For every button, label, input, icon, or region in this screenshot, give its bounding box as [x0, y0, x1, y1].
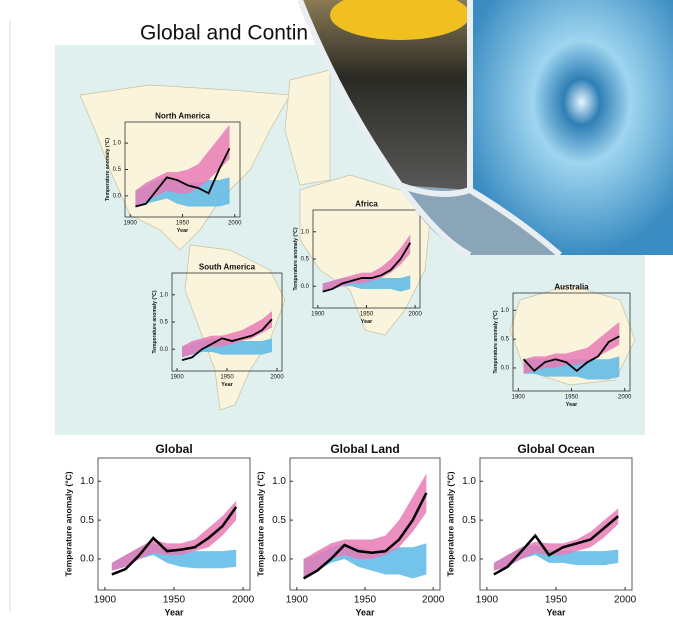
chart-title: Australia [554, 283, 589, 292]
y-tick-label: 0.5 [80, 515, 94, 526]
y-tick-label: 0.0 [272, 554, 286, 565]
x-tick-label: 2000 [408, 312, 422, 318]
x-axis-label: Year [221, 382, 233, 388]
x-tick-label: 1900 [124, 221, 138, 227]
x-tick-label: 1950 [176, 221, 190, 227]
x-tick-label: 2000 [228, 221, 242, 227]
x-tick-label: 2000 [618, 395, 632, 401]
x-tick-label: 1900 [94, 595, 117, 606]
x-tick-label: 2000 [614, 595, 637, 606]
x-tick-label: 1900 [311, 312, 325, 318]
y-tick-label: 0.0 [80, 554, 94, 565]
y-axis-label: Temperature anomaly (°C) [152, 290, 158, 353]
y-tick-label: 0.0 [113, 193, 122, 199]
x-tick-label: 1950 [545, 595, 568, 606]
x-tick-label: 2000 [422, 595, 445, 606]
y-tick-label: 1.0 [462, 476, 476, 487]
y-axis-label: Temperature anomaly (°C) [105, 138, 111, 201]
y-tick-label: 1.0 [80, 476, 94, 487]
x-axis-label: Year [361, 319, 373, 325]
x-tick-label: 1950 [360, 312, 374, 318]
figure-title: Global and Contin [140, 22, 308, 45]
y-tick-label: 1.0 [160, 292, 169, 298]
y-axis-label: Temperature anomaly (°C) [63, 471, 73, 576]
chart-title: Global Land [330, 442, 399, 456]
x-tick-label: 1900 [286, 595, 309, 606]
chart-title: Global Ocean [517, 442, 594, 456]
y-axis-label: Temperature anomaly (°C) [445, 471, 455, 576]
x-axis-label: Year [546, 607, 566, 617]
x-tick-label: 1950 [220, 375, 234, 381]
x-axis-label: Year [177, 228, 189, 234]
y-tick-label: 1.0 [113, 141, 122, 147]
page: {"page": {"title": "Global and Contin"},… [0, 0, 673, 619]
y-axis-label: Temperature anomaly (°C) [493, 310, 499, 373]
y-tick-label: 0.0 [501, 366, 510, 372]
x-tick-label: 1900 [512, 395, 526, 401]
chart-title: Global [155, 442, 192, 456]
y-tick-label: 0.0 [301, 284, 310, 290]
x-axis-label: Year [164, 607, 184, 617]
x-axis-label: Year [355, 607, 375, 617]
y-tick-label: 0.5 [272, 515, 286, 526]
chart-title: Africa [355, 200, 378, 209]
y-tick-label: 1.0 [301, 229, 310, 235]
y-tick-label: 0.0 [462, 554, 476, 565]
y-tick-label: 0.5 [501, 337, 510, 343]
x-tick-label: 1950 [163, 595, 186, 606]
y-tick-label: 0.5 [160, 320, 169, 326]
y-axis-label: Temperature anomaly (°C) [293, 227, 299, 290]
y-tick-label: 0.0 [160, 347, 169, 353]
x-tick-label: 1900 [170, 375, 184, 381]
y-tick-label: 0.5 [301, 257, 310, 263]
x-tick-label: 2000 [232, 595, 255, 606]
x-tick-label: 1950 [354, 595, 377, 606]
x-tick-label: 1900 [476, 595, 499, 606]
y-tick-label: 1.0 [501, 308, 510, 314]
chart-title: South America [199, 263, 256, 272]
y-tick-label: 0.5 [462, 515, 476, 526]
x-axis-label: Year [566, 402, 578, 408]
figure: Global and Contin Global Year Temperature … [0, 0, 673, 619]
x-tick-label: 2000 [270, 375, 284, 381]
y-tick-label: 0.5 [113, 167, 122, 173]
y-tick-label: 1.0 [272, 476, 286, 487]
chart-title: North America [155, 112, 210, 121]
y-axis-label: Temperature anomaly (°C) [255, 471, 265, 576]
x-tick-label: 1950 [565, 395, 579, 401]
